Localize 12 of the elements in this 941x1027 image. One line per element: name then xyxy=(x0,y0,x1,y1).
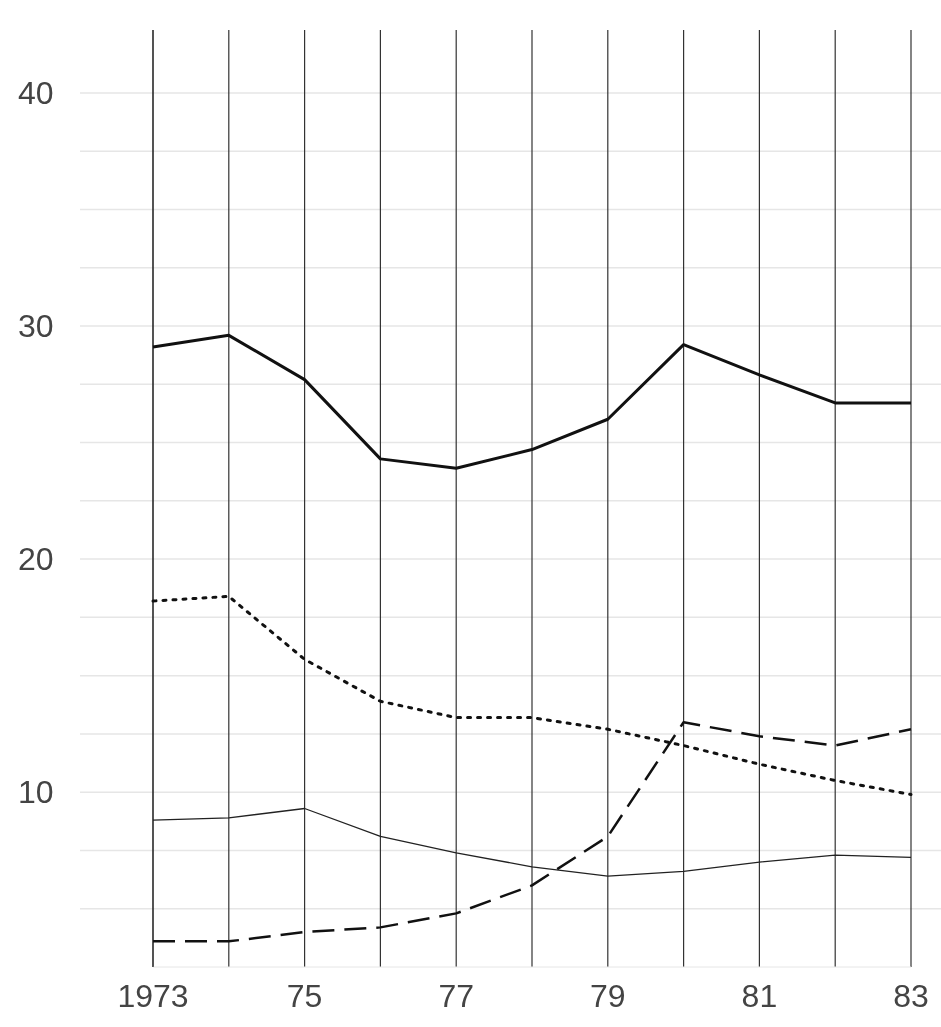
x-tick-label: 79 xyxy=(590,978,626,1014)
x-tick-label: 77 xyxy=(438,978,474,1014)
x-tick-label: 81 xyxy=(741,978,778,1014)
x-tick-label: 83 xyxy=(893,978,929,1014)
y-tick-label: 10 xyxy=(18,774,54,811)
y-tick-label: 40 xyxy=(18,75,54,112)
line-series xyxy=(152,807,912,877)
line-series xyxy=(151,333,913,470)
y-tick-label: 30 xyxy=(18,308,54,345)
x-tick-label: 75 xyxy=(286,978,323,1014)
y-tick-label: 20 xyxy=(18,541,54,578)
x-tick-label: 1973 xyxy=(117,978,189,1014)
